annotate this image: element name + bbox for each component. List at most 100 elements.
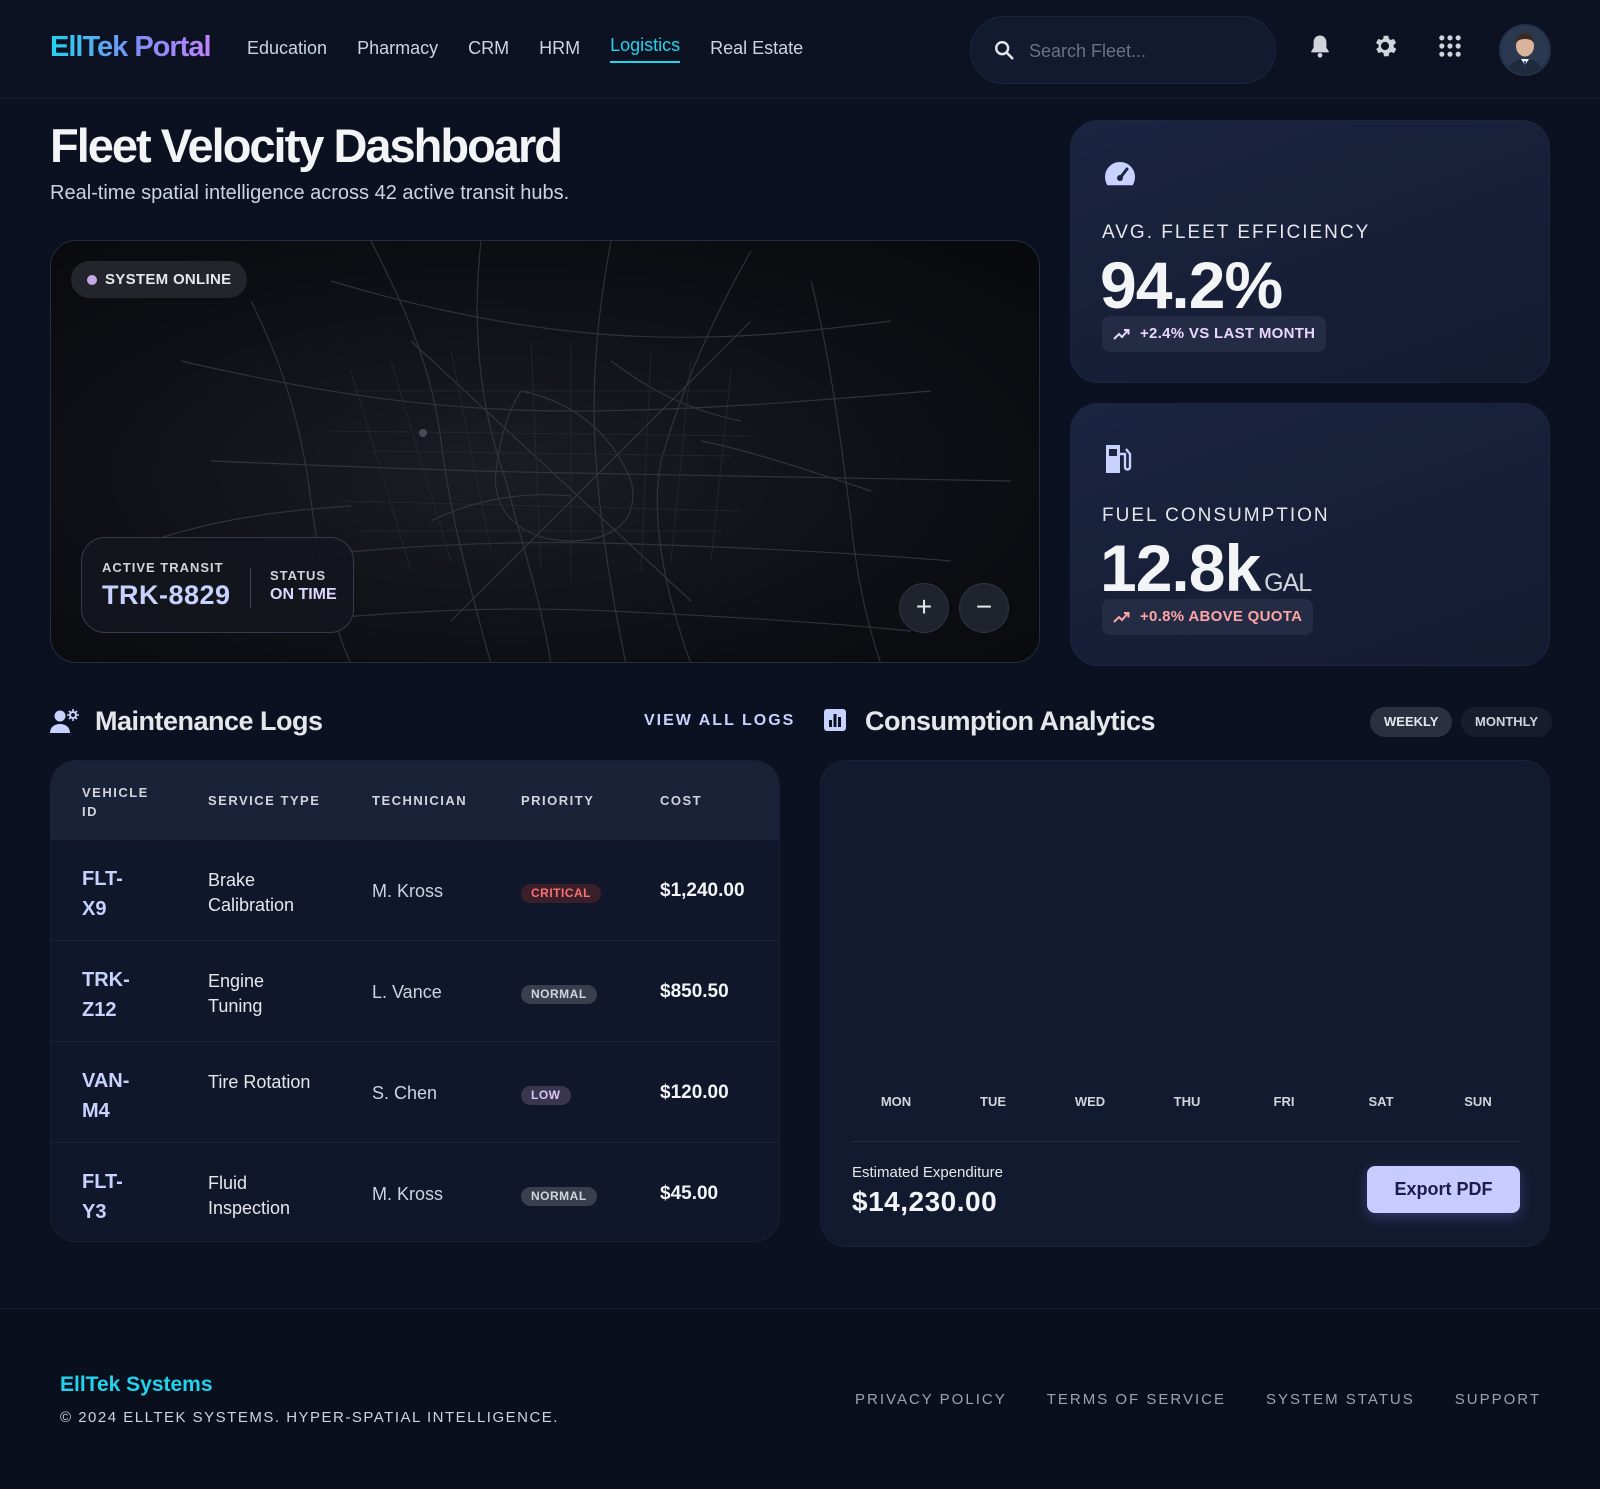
speedometer-icon	[1105, 162, 1135, 186]
fuel-pump-icon	[1106, 445, 1132, 473]
technician: M. Kross	[372, 1184, 444, 1204]
day-label-mon: MON	[880, 1094, 912, 1109]
avatar[interactable]	[1499, 24, 1551, 76]
nav-hrm[interactable]: HRM	[539, 38, 581, 58]
footer-link-support[interactable]: SUPPORT	[1454, 1391, 1541, 1408]
table-row[interactable]: FLT-Y3 Fluid Inspection M. Kross NORMAL …	[51, 1142, 779, 1241]
nav-logistics[interactable]: Logistics	[610, 35, 681, 63]
trending-up-icon	[1113, 329, 1130, 340]
footer: EllTek Systems © 2024 ELLTEK SYSTEMS. HY…	[0, 1308, 1600, 1489]
export-pdf-button[interactable]: Export PDF	[1367, 1166, 1520, 1213]
system-status-label: SYSTEM ONLINE	[105, 271, 232, 288]
monthly-toggle[interactable]: MONTHLY	[1461, 707, 1553, 737]
fuel-consumption-card: FUEL CONSUMPTION 12.8k GAL +0.8% ABOVE QU…	[1070, 403, 1550, 666]
vehicle-id: FLT-Y3	[82, 1171, 123, 1223]
city-road-map	[150, 241, 1012, 662]
nav-crm[interactable]: CRM	[468, 38, 510, 58]
col-service-type[interactable]: SERVICE TYPE	[208, 793, 321, 808]
service-type: Engine Tuning	[208, 971, 265, 1016]
view-all-logs-link[interactable]: VIEW ALL LOGS	[644, 712, 796, 729]
main-nav: Education Pharmacy CRM HRM Logistics Rea…	[247, 35, 804, 66]
table-row[interactable]: TRK-Z12 Engine Tuning L. Vance NORMAL $8…	[51, 940, 779, 1041]
weekly-toggle[interactable]: WEEKLY	[1370, 707, 1453, 737]
transit-status-label: STATUS	[270, 568, 327, 583]
vehicle-id: TRK-Z12	[82, 969, 130, 1021]
consumption-analytics-title: Consumption Analytics	[865, 706, 1156, 736]
bell-icon[interactable]	[1306, 32, 1334, 60]
service-type: Tire Rotation	[208, 1072, 311, 1092]
search-bar[interactable]	[970, 16, 1276, 84]
day-label-fri: FRI	[1273, 1094, 1295, 1109]
fuel-trend-badge: +0.8% ABOVE QUOTA	[1102, 599, 1314, 635]
footer-copyright: © 2024 ELLTEK SYSTEMS. HYPER-SPATIAL INT…	[60, 1409, 559, 1426]
top-navigation-bar: EllTek Portal Education Pharmacy CRM HRM…	[0, 0, 1600, 99]
efficiency-trend-text: +2.4% VS LAST MONTH	[1140, 325, 1316, 342]
footer-links: PRIVACY POLICY TERMS OF SERVICE SYSTEM S…	[855, 1391, 1541, 1408]
efficiency-value: 94.2%	[1100, 248, 1283, 322]
day-label-sat: SAT	[1368, 1094, 1394, 1109]
analytics-icon	[824, 709, 846, 731]
nav-pharmacy[interactable]: Pharmacy	[357, 38, 439, 58]
priority-badge: NORMAL	[521, 985, 597, 1004]
col-vehicle-id[interactable]: VEHICLE ID	[82, 785, 149, 819]
vehicle-id: VAN-M4	[82, 1070, 130, 1122]
day-label-tue: TUE	[980, 1094, 1006, 1109]
table-row[interactable]: FLT-X9 Brake Calibration M. Kross CRITIC…	[51, 839, 779, 940]
zoom-in-button[interactable]: +	[899, 583, 949, 633]
cost: $1,240.00	[660, 880, 745, 901]
day-label-wed: WED	[1074, 1094, 1106, 1109]
col-priority[interactable]: PRIORITY	[521, 793, 595, 808]
transit-divider	[250, 568, 251, 608]
page-subtitle: Real-time spatial intelligence across 42…	[50, 182, 570, 204]
fuel-label: FUEL CONSUMPTION	[1102, 505, 1330, 526]
table-header: VEHICLE ID SERVICE TYPE TECHNICIAN PRIOR…	[51, 761, 779, 839]
active-transit-label: ACTIVE TRANSIT	[102, 560, 224, 575]
footer-brand: EllTek Systems	[60, 1373, 213, 1396]
estimated-expenditure-label: Estimated Expenditure	[852, 1164, 1003, 1181]
engineering-icon	[50, 709, 79, 733]
nav-education[interactable]: Education	[247, 38, 328, 58]
brand-logo[interactable]: EllTek Portal	[50, 31, 212, 63]
footer-link-terms[interactable]: TERMS OF SERVICE	[1046, 1391, 1226, 1408]
fuel-trend-text: +0.8% ABOVE QUOTA	[1140, 608, 1303, 625]
system-status-pill: SYSTEM ONLINE	[71, 261, 248, 298]
maintenance-table: VEHICLE ID SERVICE TYPE TECHNICIAN PRIOR…	[50, 760, 780, 1242]
page-title: Fleet Velocity Dashboard	[50, 119, 563, 172]
col-technician[interactable]: TECHNICIAN	[372, 793, 468, 808]
user-portrait-icon	[1501, 26, 1549, 74]
fuel-unit: GAL	[1264, 569, 1312, 597]
search-icon	[995, 41, 1014, 60]
maintenance-logs-title: Maintenance Logs	[95, 706, 323, 736]
table-row[interactable]: VAN-M4 Tire Rotation S. Chen LOW $120.00	[51, 1041, 779, 1142]
footer-link-privacy[interactable]: PRIVACY POLICY	[855, 1391, 1007, 1408]
fleet-map[interactable]: SYSTEM ONLINE ACTIVE TRANSIT TRK-8829 ST…	[50, 240, 1040, 663]
gear-icon[interactable]	[1371, 32, 1399, 60]
col-cost[interactable]: COST	[660, 793, 703, 808]
trending-up-icon	[1113, 612, 1130, 623]
active-transit-card[interactable]: ACTIVE TRANSIT TRK-8829 STATUS ON TIME	[81, 537, 354, 633]
technician: M. Kross	[372, 881, 444, 901]
apps-grid-icon[interactable]	[1436, 32, 1464, 60]
fleet-efficiency-card: AVG. FLEET EFFICIENCY 94.2% +2.4% VS LAS…	[1070, 120, 1550, 383]
footer-link-status[interactable]: SYSTEM STATUS	[1265, 1391, 1415, 1408]
fuel-value: 12.8k	[1100, 531, 1261, 605]
service-type: Brake Calibration	[208, 870, 295, 915]
zoom-out-button[interactable]: −	[959, 583, 1009, 633]
active-transit-id: TRK-8829	[102, 580, 231, 610]
search-input[interactable]	[1029, 37, 1259, 65]
cost: $120.00	[660, 1082, 729, 1103]
consumption-analytics-panel: MON TUE WED THU FRI SAT SUN Estimated Ex…	[820, 760, 1550, 1247]
technician: S. Chen	[372, 1083, 438, 1103]
efficiency-trend-badge: +2.4% VS LAST MONTH	[1102, 316, 1327, 352]
status-dot	[87, 275, 97, 285]
estimated-expenditure-value: $14,230.00	[852, 1186, 998, 1217]
service-type: Fluid Inspection	[208, 1173, 291, 1218]
transit-status-value: ON TIME	[270, 586, 337, 603]
nav-real-estate[interactable]: Real Estate	[710, 38, 804, 58]
cost: $850.50	[660, 981, 729, 1002]
technician: L. Vance	[372, 982, 442, 1002]
day-label-thu: THU	[1173, 1094, 1201, 1109]
fuel-value-wrap: 12.8k GAL	[1100, 530, 1312, 606]
priority-badge: CRITICAL	[521, 884, 601, 903]
cost: $45.00	[660, 1183, 719, 1204]
